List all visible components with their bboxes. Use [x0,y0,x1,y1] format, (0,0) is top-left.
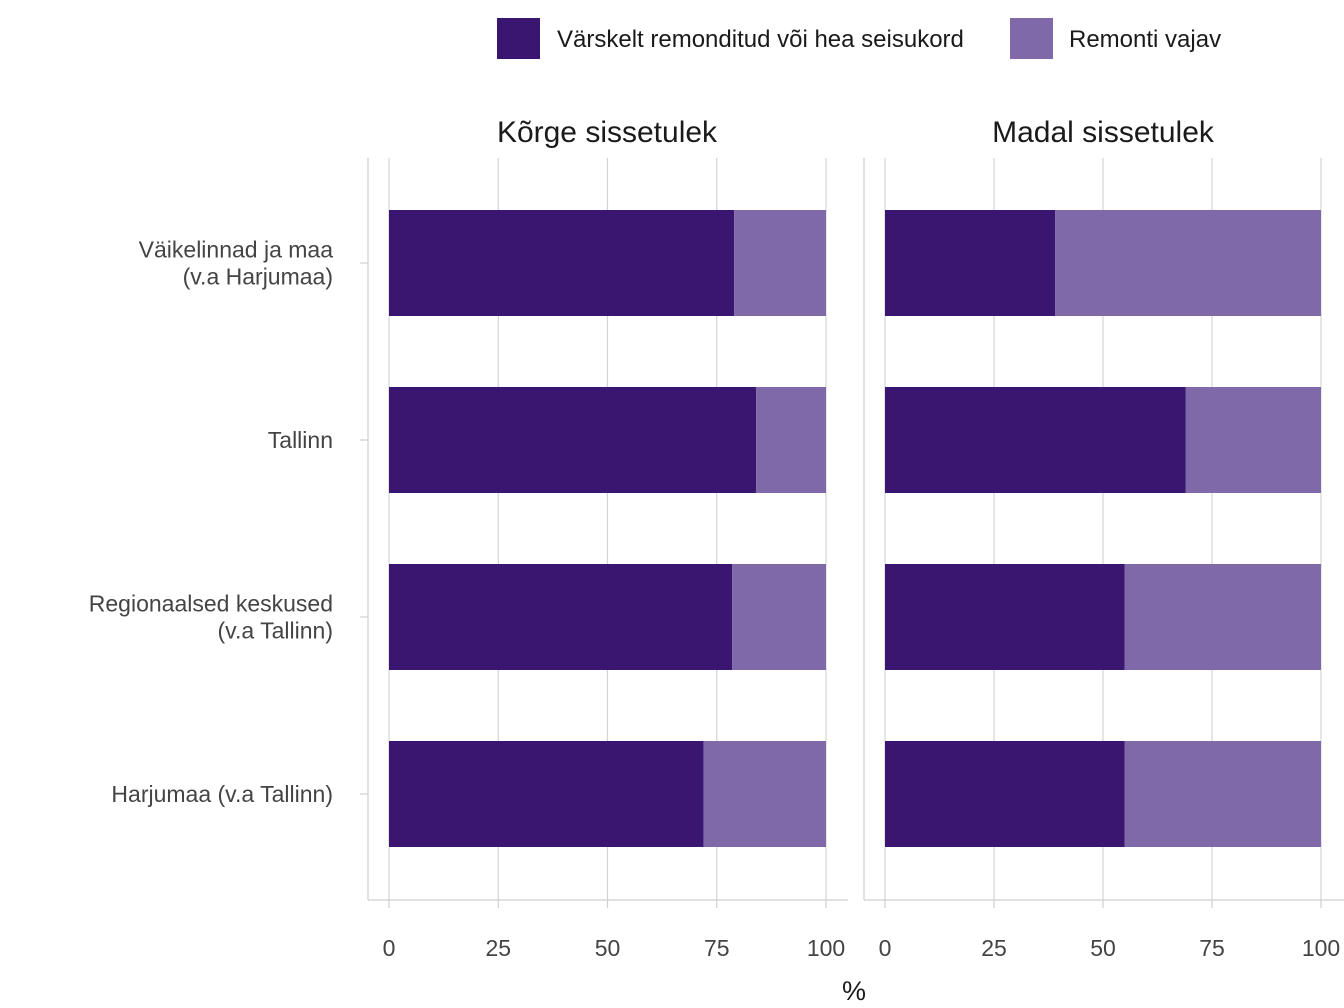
category-label: Tallinn [268,427,333,453]
category-label: Harjumaa (v.a Tallinn) [111,781,333,807]
bar-segment [389,741,704,847]
category-label: (v.a Harjumaa) [183,264,333,290]
bar-segment [1055,210,1321,316]
x-tick-label: 100 [807,935,845,961]
panel-title: Kõrge sissetulek [497,116,718,149]
legend: Värskelt remonditud või hea seisukord Rem… [497,18,1221,59]
bar-segment [732,564,826,670]
x-tick-label: 50 [595,935,621,961]
x-tick-label: 50 [1090,935,1116,961]
bar-segment [885,387,1186,493]
bar-segment [734,210,826,316]
bar-segment [389,210,735,316]
x-axis-title: % [842,976,866,1006]
bar-segment [389,564,733,670]
category-label: Regionaalsed keskused [89,591,333,617]
bar-segment [885,210,1056,316]
x-tick-label: 0 [383,935,396,961]
legend-label: Remonti vajav [1069,26,1221,53]
bar-segment [389,387,757,493]
bar-segment [1185,387,1321,493]
legend-label: Värskelt remonditud või hea seisukord [557,26,964,53]
panel: Kõrge sissetulek 0 25 50 75 100 [367,116,848,961]
legend-swatch [497,18,540,59]
category-axis-labels: Väikelinnad ja maa(v.a Harjumaa) Tallinn R… [89,237,368,807]
x-tick-label: 75 [1199,935,1225,961]
bar-segment [756,387,826,493]
x-tick-label: 25 [485,935,511,961]
bar-segment [703,741,826,847]
x-tick-label: 25 [981,935,1007,961]
legend-swatch [1010,18,1053,59]
bar-segment [885,564,1125,670]
x-tick-label: 75 [704,935,730,961]
x-tick-label: 100 [1302,935,1340,961]
category-label: Väikelinnad ja maa [139,237,334,263]
category-label: (v.a Tallinn) [218,618,333,644]
x-tick-label: 0 [879,935,892,961]
panel-title: Madal sissetulek [992,116,1215,149]
panel: Madal sissetulek 0 25 50 75 100 [863,116,1344,961]
bar-segment [885,741,1125,847]
bar-segment [1124,741,1321,847]
bar-segment [1124,564,1321,670]
